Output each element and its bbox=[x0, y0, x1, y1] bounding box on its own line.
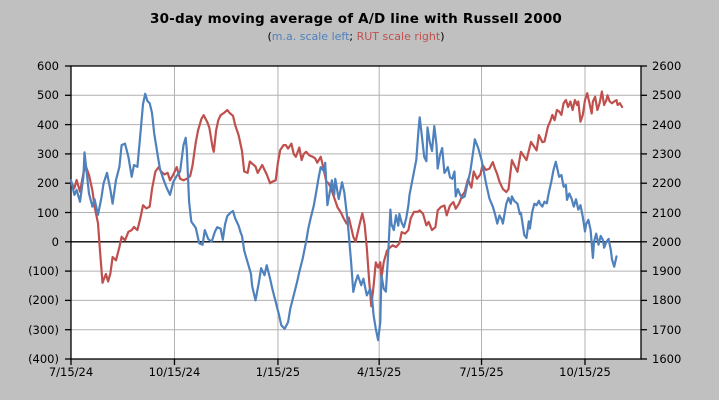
y-right-tick-label: 2300 bbox=[652, 146, 682, 161]
x-tick-label: 7/15/24 bbox=[48, 365, 94, 379]
y-right-tick-label: 2000 bbox=[652, 234, 682, 249]
y-left-tick-label: 100 bbox=[37, 205, 59, 220]
ma-scale-note: m.a. scale left bbox=[271, 30, 350, 43]
y-left-tick-label: 0 bbox=[51, 234, 59, 249]
y-right-tick-label: 1700 bbox=[652, 322, 682, 337]
rut-line-series bbox=[69, 90, 624, 308]
chart-title: 30-day moving average of A/D line with R… bbox=[149, 11, 563, 27]
y-left-tick-label: 400 bbox=[37, 117, 59, 132]
y-left-tick-label: 200 bbox=[37, 176, 59, 191]
y-left-tick-label: (200) bbox=[28, 293, 59, 308]
y-right-tick-label: 2100 bbox=[652, 205, 682, 220]
y-right-tick-label: 1600 bbox=[652, 352, 682, 366]
y-left-tick-label: (300) bbox=[28, 322, 59, 337]
x-tick-label: 10/15/24 bbox=[148, 365, 201, 379]
subtitle-open-paren: ( bbox=[267, 30, 272, 43]
y-right-tick-label: 2200 bbox=[652, 176, 682, 191]
x-tick-label: 10/15/25 bbox=[559, 365, 611, 379]
y-left-tick-label: (400) bbox=[28, 352, 59, 366]
x-tick-label: 1/15/25 bbox=[255, 365, 301, 379]
y-left-tick-label: 500 bbox=[37, 88, 59, 103]
y-left-tick-label: 300 bbox=[37, 146, 59, 161]
y-right-tick-label: 2500 bbox=[652, 88, 682, 103]
y-right-tick-label: 2400 bbox=[652, 117, 682, 132]
y-left-tick-label: 600 bbox=[37, 59, 59, 73]
x-tick-label: 4/15/25 bbox=[357, 365, 402, 379]
ma-line-series bbox=[69, 92, 618, 342]
y-right-tick-label: 2600 bbox=[652, 59, 682, 73]
y-left-tick-label: (100) bbox=[28, 264, 59, 279]
rut-scale-note: RUT scale right bbox=[356, 30, 441, 43]
subtitle-separator: ; bbox=[349, 30, 357, 43]
y-right-tick-label: 1800 bbox=[652, 293, 682, 308]
subtitle-close-paren: ) bbox=[440, 30, 445, 43]
x-tick-label: 7/15/25 bbox=[459, 365, 504, 379]
y-right-tick-label: 1900 bbox=[652, 264, 682, 279]
chart-subtitle: (m.a. scale left; RUT scale right) bbox=[71, 30, 641, 43]
